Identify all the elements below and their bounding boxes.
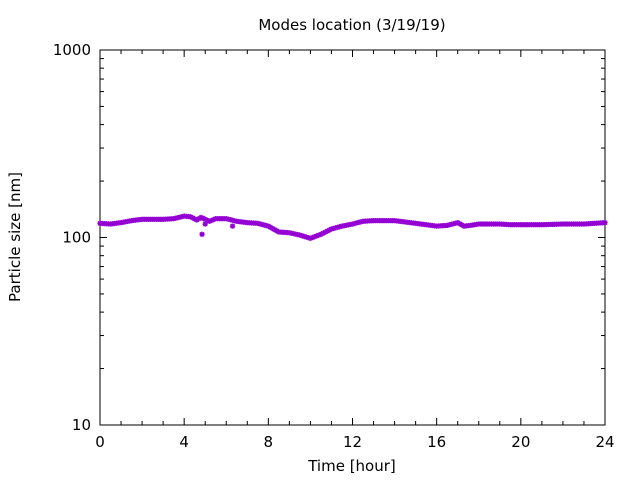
x-tick-label: 16 — [427, 433, 446, 451]
data-point — [199, 231, 205, 237]
axis-ticks — [99, 50, 606, 426]
y-tick-label: 1000 — [53, 41, 91, 59]
point-stroke — [188, 214, 193, 220]
y-tick-label: 10 — [72, 416, 91, 434]
point-stroke — [199, 231, 205, 237]
point-stroke — [602, 220, 608, 226]
data-point — [602, 220, 608, 226]
point-stroke — [202, 216, 208, 222]
point-stroke — [202, 221, 208, 227]
y-tick-label: 100 — [62, 229, 91, 247]
point-stroke — [204, 217, 210, 223]
x-tick-label: 4 — [179, 433, 189, 451]
chart-title: Modes location (3/19/19) — [258, 16, 445, 34]
x-tick-label: 0 — [95, 433, 105, 451]
data-points — [97, 213, 608, 241]
x-tick-labels: 0 4 8 12 16 20 24 — [95, 433, 614, 451]
point-stroke — [192, 216, 198, 222]
y-axis-label: Particle size [nm] — [6, 172, 24, 302]
point-stroke — [230, 223, 236, 229]
x-axis-label: Time [hour] — [307, 457, 396, 475]
plot-border — [99, 49, 606, 426]
x-tick-label: 8 — [264, 433, 274, 451]
point-stroke — [198, 214, 204, 220]
point-stroke — [200, 215, 206, 221]
x-tick-label: 12 — [343, 433, 362, 451]
point-stroke — [190, 215, 196, 221]
data-point — [202, 221, 208, 227]
y-tick-labels: 10 100 1000 — [53, 41, 91, 434]
x-tick-label: 24 — [595, 433, 614, 451]
plot-area — [99, 49, 606, 426]
data-point — [211, 216, 217, 223]
x-tick-label: 20 — [511, 433, 530, 451]
data-point — [229, 223, 236, 229]
